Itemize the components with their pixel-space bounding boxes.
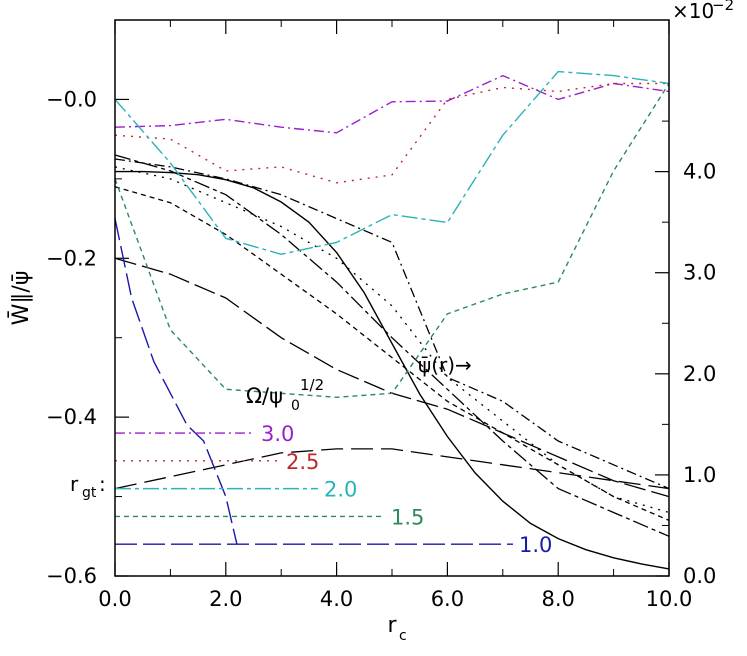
legend: 3.0 2.52.0 1.5 1.0 bbox=[115, 422, 552, 557]
legend-title-sup: 1/2 bbox=[300, 376, 324, 394]
psi-curves bbox=[114, 70, 670, 545]
rgt-curve-1.5 bbox=[114, 186, 670, 521]
psi-curve-1.5 bbox=[114, 83, 670, 399]
psi-curve-2.5 bbox=[114, 82, 669, 184]
y-left-tick-label: −0.4 bbox=[46, 405, 97, 429]
y-axis-label-left: W̄∥/ψ̄ bbox=[8, 271, 34, 326]
y-right-tick-label: 2.0 bbox=[683, 362, 716, 386]
x-tick-label: 6.0 bbox=[431, 587, 464, 611]
ticks-layer: 0.0 2.0 4.0 6.0 8.0 10.0−0.0−0.2−0.4−0.6 0.01.… bbox=[46, 19, 716, 611]
right-axis-exponent-power: −2 bbox=[712, 0, 734, 14]
y-left-tick-label: −0.6 bbox=[46, 564, 97, 588]
legend-label-2.0: 2.0 bbox=[324, 478, 357, 502]
y-right-tick-label: 1.0 bbox=[683, 463, 716, 487]
y-left-tick-label: −0.2 bbox=[46, 246, 97, 270]
psi-curve-1.0 bbox=[114, 218, 238, 545]
legend-title: Ω/ψ 0 1/2 bbox=[246, 376, 324, 414]
x-tick-label: 10.0 bbox=[646, 587, 693, 611]
right-axis-exponent: ×10 −2 bbox=[672, 0, 734, 23]
y-right-tick-label: 3.0 bbox=[683, 261, 716, 285]
rgt-curve-2.5 bbox=[114, 166, 670, 514]
legend-title-sub: 0 bbox=[291, 398, 300, 414]
legend-label-2.5: 2.5 bbox=[286, 450, 319, 474]
psi-annotation: ψ̄(r)→ bbox=[418, 353, 472, 377]
legend-prefix-colon: : bbox=[99, 472, 106, 496]
x-axis-label-main: r bbox=[387, 613, 397, 638]
rgt-curve-2.0 bbox=[114, 154, 670, 537]
psi-curve-3.0 bbox=[114, 74, 670, 134]
plot-frame bbox=[114, 19, 670, 577]
x-axis-label-sub: c bbox=[399, 628, 407, 644]
psi-curve-2.0 bbox=[114, 70, 670, 256]
x-tick-label: 2.0 bbox=[209, 587, 242, 611]
legend-prefix-r: r bbox=[70, 472, 79, 496]
rgt-curve-3.0 bbox=[114, 158, 670, 490]
legend-prefix-sub: gt bbox=[82, 485, 97, 501]
x-tick-label: 8.0 bbox=[541, 587, 574, 611]
x-axis-label: r c bbox=[387, 613, 406, 644]
psi-profile-curve bbox=[115, 170, 670, 570]
x-tick-label: 4.0 bbox=[320, 587, 353, 611]
legend-label-1.5: 1.5 bbox=[391, 505, 424, 529]
legend-label-1.0: 1.0 bbox=[519, 533, 552, 557]
x-tick-label: 0.0 bbox=[98, 587, 131, 611]
right-axis-exponent-base: ×10 bbox=[672, 0, 714, 23]
rgt-curve-long-dash bbox=[114, 448, 670, 490]
legend-prefix: r gt : bbox=[70, 472, 106, 501]
y-right-tick-label: 0.0 bbox=[683, 564, 716, 588]
legend-label-3.0: 3.0 bbox=[261, 422, 294, 446]
rgt-curve-1.0 bbox=[114, 257, 670, 498]
y-right-tick-label: 4.0 bbox=[683, 160, 716, 184]
y-left-tick-label: −0.0 bbox=[46, 87, 97, 111]
legend-title-omega: Ω/ψ bbox=[246, 384, 283, 408]
